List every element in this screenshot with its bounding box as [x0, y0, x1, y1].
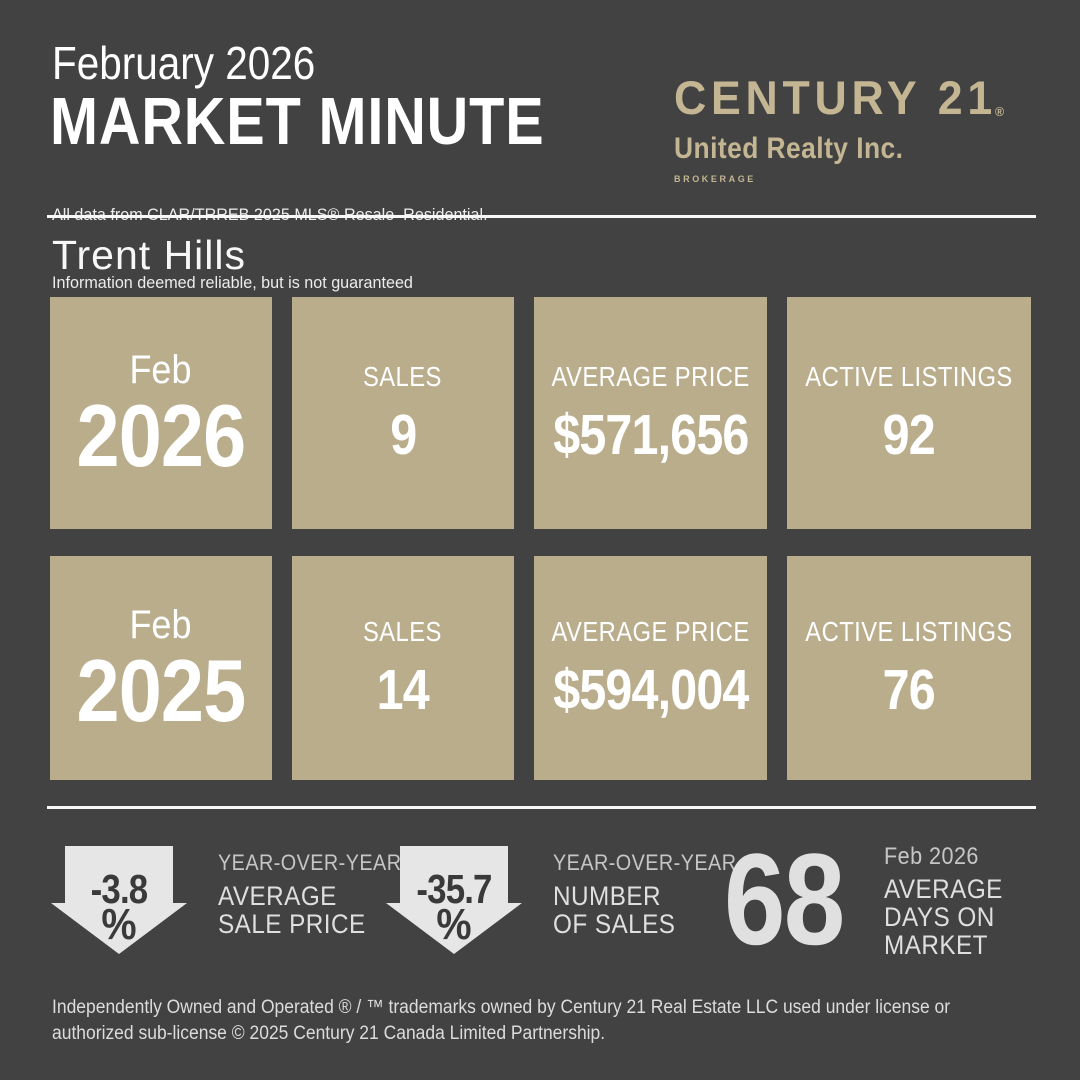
card-label: AVERAGE PRICE	[551, 360, 750, 392]
period-card-2025: Feb 2025	[50, 556, 272, 780]
registered-trademark-icon: ®	[995, 104, 1005, 119]
divider	[47, 806, 1036, 809]
card-value: $571,656	[552, 402, 749, 467]
stat-card-sales-2026: SALES 9	[291, 297, 514, 529]
brand-descriptor: BROKERAGE	[674, 174, 756, 184]
yoy-price-arrow: -3.8 %	[51, 846, 187, 954]
yoy-price-label: YEAR-OVER-YEAR AVERAGE SALE PRICE	[218, 850, 422, 939]
yoy-sales-value: -35.7	[416, 866, 492, 912]
card-value: 92	[882, 402, 936, 467]
yoy-price-value: -3.8	[90, 866, 149, 912]
percent-sign: %	[101, 900, 137, 949]
century21-wordmark: CENTURY 21®	[674, 74, 1026, 121]
report-month: February 2026	[52, 37, 316, 89]
label-line: NUMBER	[553, 881, 662, 911]
card-value: 9	[389, 402, 417, 467]
region-title: Trent Hills	[52, 232, 246, 278]
days-on-market-label: Feb 2026 AVERAGE DAYS ON MARKET	[884, 843, 1016, 960]
card-value: 76	[882, 657, 936, 722]
down-arrow-icon	[386, 846, 522, 954]
period-year: 2025	[76, 640, 247, 740]
page-title: MARKET MINUTE	[50, 84, 545, 159]
stat-card-sales-2025: SALES 14	[291, 556, 514, 780]
stats-grid: Feb 2026 SALES 9 AVERAGE PRICE $571,656 …	[50, 297, 1031, 780]
brand-logo: CENTURY 21® United Realty Inc. BROKERAGE	[674, 74, 1044, 184]
card-value: $594,004	[552, 657, 749, 722]
label-line: SALE PRICE	[218, 909, 366, 939]
brand-name-text: CENTURY 21	[674, 71, 997, 124]
stat-card-active-listings-2025: ACTIVE LISTINGS 76	[787, 556, 1031, 780]
card-label: ACTIVE LISTINGS	[805, 615, 1013, 647]
card-label: SALES	[363, 360, 443, 392]
brand-company: United Realty Inc.	[674, 132, 904, 165]
period-month: Feb	[129, 347, 192, 392]
label-line: DAYS ON	[884, 902, 995, 932]
divider	[47, 215, 1036, 218]
label-line: MARKET	[884, 930, 988, 960]
label-line: OF SALES	[553, 909, 676, 939]
period-card-2026: Feb 2026	[50, 297, 272, 529]
label-eyebrow: Feb 2026	[884, 843, 979, 870]
label-eyebrow: YEAR-OVER-YEAR	[218, 850, 402, 875]
card-label: ACTIVE LISTINGS	[805, 360, 1013, 392]
stat-card-active-listings-2026: ACTIVE LISTINGS 92	[787, 297, 1031, 529]
disclaimer-line: Information deemed reliable, but is not …	[52, 273, 413, 293]
label-eyebrow: YEAR-OVER-YEAR	[553, 850, 737, 875]
stat-card-average-price-2026: AVERAGE PRICE $571,656	[533, 297, 767, 529]
label-line: AVERAGE	[218, 881, 337, 911]
stat-card-average-price-2025: AVERAGE PRICE $594,004	[533, 556, 767, 780]
card-label: AVERAGE PRICE	[551, 615, 750, 647]
disclaimer-line: All data from CLAR/TRREB 2025 MLS® Resal…	[52, 204, 488, 227]
period-year: 2026	[76, 385, 247, 485]
days-on-market-value: 68	[724, 826, 845, 972]
card-label: SALES	[363, 615, 443, 647]
card-value: 14	[376, 657, 430, 722]
period-month: Feb	[129, 602, 192, 647]
yoy-sales-arrow: -35.7 %	[386, 846, 522, 954]
yoy-sales-label: YEAR-OVER-YEAR NUMBER OF SALES	[553, 850, 757, 939]
data-disclaimer: All data from CLAR/TRREB 2025 MLS® Resal…	[52, 159, 488, 340]
percent-sign: %	[436, 900, 472, 949]
footer-legal-text: Independently Owned and Operated ® / ™ t…	[52, 997, 951, 1044]
down-arrow-icon	[51, 846, 187, 954]
label-line: AVERAGE	[884, 874, 1003, 904]
